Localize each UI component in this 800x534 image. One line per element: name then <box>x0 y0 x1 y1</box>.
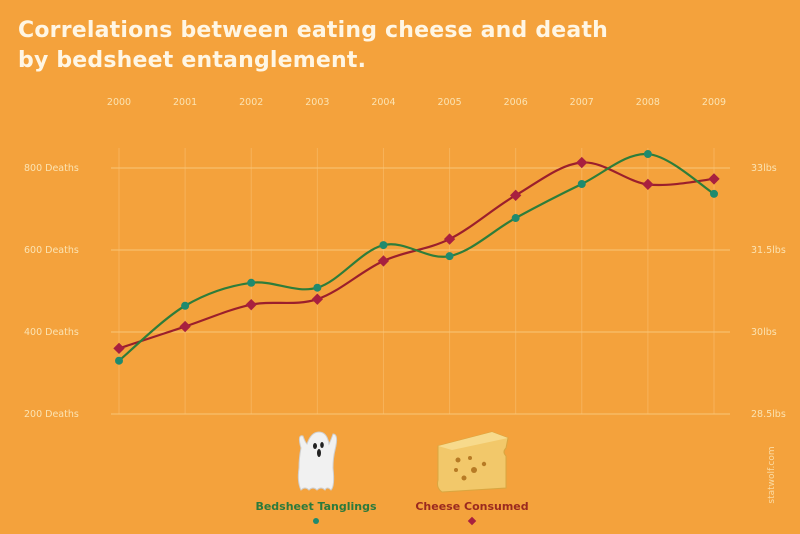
cheese-data-point <box>642 178 654 191</box>
x-tick-label: 2006 <box>504 97 528 108</box>
x-tick-label: 2003 <box>305 97 329 108</box>
cheese-data-point <box>576 156 588 169</box>
left-tick-label: 800 Deaths <box>24 163 79 174</box>
right-tick-label: 33lbs <box>751 163 777 174</box>
watermark: statwolf.com <box>767 446 777 504</box>
left-tick-label: 200 Deaths <box>24 409 79 420</box>
cheese-data-point <box>443 233 456 245</box>
x-tick-label: 2000 <box>107 97 131 108</box>
cheese-data-point <box>311 293 323 305</box>
legend-marker-circle <box>313 518 319 524</box>
legend-item-bedsheet: Bedsheet Tanglings <box>236 428 396 526</box>
bedsheet-data-point <box>577 179 586 188</box>
series-line-cheese-consumed <box>118 161 715 350</box>
bedsheet-data-point <box>379 241 388 250</box>
title-line-2: by bedsheet entanglement. <box>18 48 367 73</box>
x-tick-label: 2004 <box>371 97 395 108</box>
left-tick-label: 600 Deaths <box>24 245 79 256</box>
cheese-data-point <box>113 342 125 355</box>
x-tick-label: 2001 <box>173 97 197 108</box>
chart-title: Correlations between eating cheese and d… <box>18 16 608 76</box>
series-line-bedsheet-tanglings <box>118 152 715 362</box>
bedsheet-data-point <box>445 252 454 261</box>
legend-label-cheese: Cheese Consumed <box>415 500 529 513</box>
legend-label-bedsheet: Bedsheet Tanglings <box>255 500 377 513</box>
cheese-icon <box>437 431 509 493</box>
bedsheet-data-point <box>181 301 190 310</box>
cheese-data-point <box>179 320 191 333</box>
cheese-data-point <box>377 255 390 267</box>
ghost-icon <box>297 431 338 491</box>
bedsheet-data-point <box>643 150 652 159</box>
x-tick-label: 2007 <box>570 97 594 108</box>
x-tick-label: 2002 <box>239 97 263 108</box>
cheese-data-point <box>708 173 720 185</box>
x-tick-label: 2008 <box>636 97 660 108</box>
bedsheet-data-point <box>511 214 520 223</box>
cheese-data-point <box>510 189 522 201</box>
x-tick-label: 2009 <box>702 97 726 108</box>
bedsheet-data-point <box>710 189 718 198</box>
legend-item-cheese: Cheese Consumed <box>392 428 552 526</box>
bedsheet-data-point <box>247 278 256 287</box>
right-tick-label: 31.5lbs <box>751 245 786 256</box>
bedsheet-data-point <box>313 283 322 292</box>
left-tick-label: 400 Deaths <box>24 327 79 338</box>
bedsheet-data-point <box>115 356 123 365</box>
cheese-data-point <box>245 299 257 311</box>
right-tick-label: 28.5lbs <box>751 409 786 420</box>
title-line-1: Correlations between eating cheese and d… <box>18 18 609 43</box>
legend-marker-diamond <box>467 516 477 526</box>
right-tick-label: 30lbs <box>751 327 777 338</box>
x-tick-label: 2005 <box>437 97 461 108</box>
